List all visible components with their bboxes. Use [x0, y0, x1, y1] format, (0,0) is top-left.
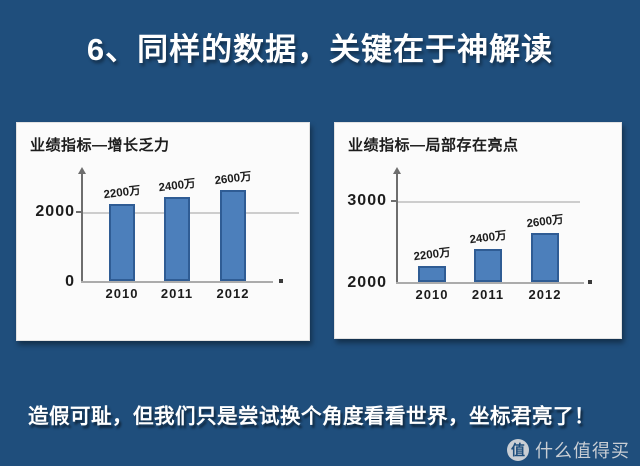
x-tick-label: 2010 [105, 286, 139, 301]
x-axis-line [81, 281, 273, 283]
y-tick-label: 2000 [35, 203, 75, 220]
bar-2012 [531, 233, 559, 282]
x-tick-label: 2010 [415, 287, 449, 302]
bar-2012 [220, 190, 246, 281]
y-axis-line [81, 173, 83, 283]
watermark: 值 什么值得买 [507, 437, 630, 463]
gridline-2000 [83, 212, 299, 214]
footer-caption: 造假可耻，但我们只是尝试换个角度看看世界，坐标君亮了！ [28, 405, 595, 428]
y-axis-tick [76, 211, 81, 213]
x-axis-line [396, 282, 584, 284]
bar-value-label: 2400万 [468, 229, 508, 247]
y-axis-arrow-icon [78, 167, 86, 174]
bar-2011 [474, 249, 502, 282]
x-tick-label: 2012 [528, 287, 562, 302]
chart-title-right: 业绩指标—局部存在亮点 [348, 137, 519, 154]
y-axis-arrow-icon [393, 167, 401, 174]
chart-plot-right: 3000 2000 2200万 2400万 2600万 2010 2011 20… [335, 123, 621, 338]
chart-panel-left: 业绩指标—增长乏力 2000 0 2200万 2400万 2600万 2010 … [16, 122, 310, 341]
x-tick-label: 2012 [216, 286, 250, 301]
y-axis-line [396, 173, 398, 284]
x-axis-arrow-icon [588, 280, 592, 284]
bar-value-label: 2600万 [525, 213, 565, 231]
gridline-3000 [398, 201, 580, 203]
x-tick-label: 2011 [160, 286, 194, 301]
bar-2011 [164, 197, 190, 281]
x-axis-arrow-icon [279, 279, 283, 283]
smzdm-logo-icon: 值 [507, 439, 529, 461]
slide-title: 6、同样的数据，关键在于神解读 [86, 32, 554, 67]
y-axis-tick [391, 200, 396, 202]
bar-value-label: 2600万 [213, 170, 253, 188]
bar-value-label: 2200万 [412, 246, 452, 264]
watermark-label: 什么值得买 [535, 441, 630, 461]
bar-2010 [418, 266, 446, 282]
x-tick-label: 2011 [471, 287, 505, 302]
y-tick-label: 0 [65, 273, 75, 290]
y-tick-label: 2000 [347, 274, 387, 291]
chart-panel-right: 业绩指标—局部存在亮点 3000 2000 2200万 2400万 2600万 … [334, 122, 622, 339]
chart-plot-left: 2000 0 2200万 2400万 2600万 2010 2011 2012 [17, 123, 309, 340]
bar-2010 [109, 204, 135, 281]
y-tick-label: 3000 [347, 192, 387, 209]
chart-title-left: 业绩指标—增长乏力 [30, 137, 170, 154]
